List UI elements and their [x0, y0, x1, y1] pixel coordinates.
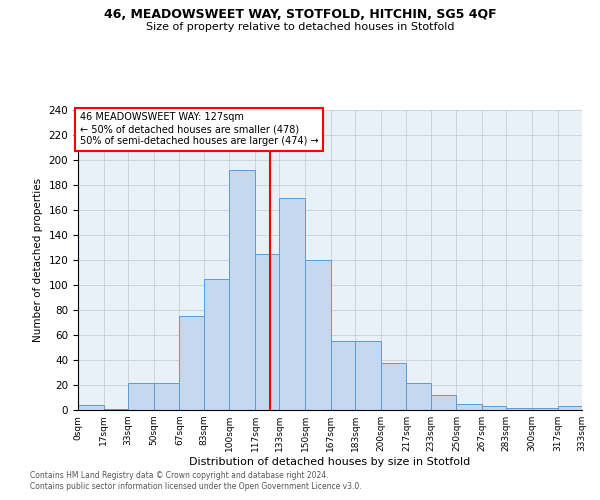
Bar: [128, 382, 154, 410]
Bar: [355, 341, 381, 410]
Bar: [255, 254, 279, 410]
Bar: [406, 382, 431, 410]
Text: 46 MEADOWSWEET WAY: 127sqm
← 50% of detached houses are smaller (478)
50% of sem: 46 MEADOWSWEET WAY: 127sqm ← 50% of deta…: [80, 112, 318, 146]
Bar: [331, 341, 355, 410]
Bar: [431, 395, 457, 410]
Text: Contains HM Land Registry data © Crown copyright and database right 2024.: Contains HM Land Registry data © Crown c…: [30, 470, 329, 480]
Y-axis label: Number of detached properties: Number of detached properties: [33, 178, 43, 342]
Bar: [381, 362, 406, 410]
Bar: [305, 260, 331, 410]
Bar: [154, 382, 179, 410]
Bar: [482, 406, 506, 410]
X-axis label: Distribution of detached houses by size in Stotfold: Distribution of detached houses by size …: [190, 457, 470, 467]
Bar: [506, 408, 532, 410]
Bar: [532, 408, 558, 410]
Bar: [78, 405, 104, 410]
Bar: [179, 316, 203, 410]
Text: Size of property relative to detached houses in Stotfold: Size of property relative to detached ho…: [146, 22, 454, 32]
Bar: [457, 404, 482, 410]
Bar: [104, 409, 128, 410]
Bar: [279, 198, 305, 410]
Bar: [229, 170, 255, 410]
Text: 46, MEADOWSWEET WAY, STOTFOLD, HITCHIN, SG5 4QF: 46, MEADOWSWEET WAY, STOTFOLD, HITCHIN, …: [104, 8, 496, 20]
Text: Contains public sector information licensed under the Open Government Licence v3: Contains public sector information licen…: [30, 482, 362, 491]
Bar: [558, 406, 582, 410]
Bar: [203, 279, 229, 410]
